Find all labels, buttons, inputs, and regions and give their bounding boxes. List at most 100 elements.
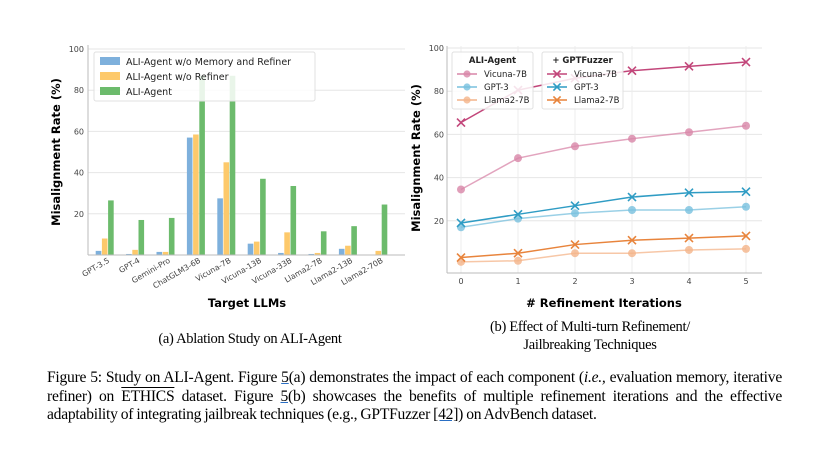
bar	[138, 219, 145, 255]
subcaption-b-line2: Jailbreaking Techniques	[523, 337, 657, 353]
bar	[95, 250, 102, 255]
marker-stroke	[552, 82, 562, 92]
data-point	[456, 252, 466, 263]
marker-stroke	[570, 201, 580, 211]
bar	[375, 250, 382, 255]
figure-label: Figure 5:	[47, 369, 102, 386]
y-tick-label: 60	[74, 127, 84, 136]
bar	[260, 178, 266, 255]
tick-labels: 20 40 60 80 100 0 1 2 3 4 5	[429, 44, 749, 286]
bar	[278, 252, 284, 255]
legend: ALI-Agent Vicuna-7B GPT-3 Llama2-7B + GPTFuz…	[451, 51, 624, 110]
marker-stroke	[684, 61, 694, 71]
series-line	[460, 125, 747, 191]
data-point	[571, 142, 579, 151]
marker-stroke	[741, 231, 751, 241]
data-point	[628, 134, 636, 143]
x-tick-label: 3	[629, 277, 634, 286]
bars	[95, 75, 388, 256]
data-point	[627, 66, 637, 76]
marker-stroke	[627, 192, 637, 202]
data-point	[552, 95, 562, 105]
bar	[314, 252, 321, 255]
data-point	[514, 214, 522, 223]
series-llama2-7b-gptfuzzer	[456, 231, 751, 263]
bar	[247, 243, 254, 255]
bar	[229, 75, 236, 255]
data-point	[571, 249, 579, 258]
y-tick-label: 40	[74, 169, 84, 178]
series-gpt-3-gptfuzzer	[456, 187, 751, 228]
y-tick-label: 100	[429, 44, 444, 53]
y-tick-label: 40	[434, 174, 444, 183]
legend: ALI-Agent w/o Memory and Refiner ALI-Agen…	[93, 51, 316, 102]
axes	[446, 46, 762, 274]
legend-label: Vicuna-7B	[484, 70, 527, 80]
data-point	[514, 154, 522, 163]
data-point	[456, 117, 466, 128]
data-point	[457, 185, 465, 194]
bar	[126, 253, 132, 255]
legend-label: ALI-Agent w/o Memory and Refiner	[126, 57, 291, 68]
caption-text: (b) showcases the benefits of multiple r…	[47, 387, 782, 424]
legend-title: + GPTFuzzer	[552, 56, 613, 66]
x-tick-label: GPT-3.5	[81, 256, 112, 279]
subcaption-b-line1: (b) Effect of Multi-turn Refinement/	[490, 319, 690, 335]
data-point	[742, 202, 750, 211]
data-point	[685, 245, 693, 254]
marker-stroke	[456, 218, 466, 228]
lines	[456, 57, 751, 266]
legend-label: GPT-3	[484, 83, 509, 93]
bar	[345, 245, 351, 255]
x-axis-label: # Refinement Iterations	[526, 296, 682, 310]
bar	[156, 251, 163, 255]
citation-link[interactable]: [42]	[433, 406, 459, 423]
figure-ref-link[interactable]: 5	[281, 369, 289, 386]
y-tick-label: 20	[74, 210, 84, 219]
legend-label: ALI-Agent	[126, 87, 172, 98]
bar	[193, 134, 199, 255]
data-point	[628, 206, 636, 214]
data-point	[742, 121, 750, 130]
series-line	[460, 248, 747, 263]
marker-stroke	[570, 239, 580, 250]
bar	[199, 75, 205, 255]
bar	[186, 137, 193, 255]
x-tick-label: 0	[458, 277, 463, 286]
marker-stroke	[456, 117, 466, 128]
figure-caption: Figure 5: Study on ALI-Agent. Figure 5(a…	[47, 369, 782, 425]
legend-label: Vicuna-7B	[574, 70, 617, 80]
data-point	[627, 192, 637, 202]
caption-text: dataset. Figure	[174, 387, 281, 405]
data-point	[513, 248, 523, 258]
x-tick-label: 4	[686, 277, 691, 286]
marker-stroke	[513, 248, 523, 258]
bar	[168, 217, 175, 255]
legend-label: Llama2-7B	[574, 96, 620, 106]
data-point	[685, 128, 693, 137]
bar	[308, 253, 315, 255]
marker-stroke	[627, 235, 637, 245]
bar	[162, 251, 169, 255]
data-point	[456, 218, 466, 228]
series-line	[460, 206, 747, 229]
caption-italic: i.e.,	[583, 369, 606, 386]
data-point	[457, 223, 465, 232]
bar	[132, 249, 138, 255]
x-axis-label: Target LLMs	[208, 296, 286, 310]
bar	[284, 232, 290, 255]
y-axis-label: Misalignment Rate (%)	[49, 78, 63, 226]
series-vicuna-7b-ali-agent	[457, 121, 750, 194]
x-tick-label: 2	[572, 277, 577, 286]
series-line	[460, 190, 747, 224]
marker-stroke	[741, 187, 751, 197]
series-line	[460, 235, 747, 259]
caption-dataset: ETHICS	[121, 387, 175, 405]
figure-ref-link[interactable]: 5	[280, 387, 288, 405]
bar	[320, 231, 327, 255]
data-point	[628, 249, 636, 258]
legend-title: ALI-Agent	[469, 56, 516, 66]
data-point	[463, 70, 471, 78]
